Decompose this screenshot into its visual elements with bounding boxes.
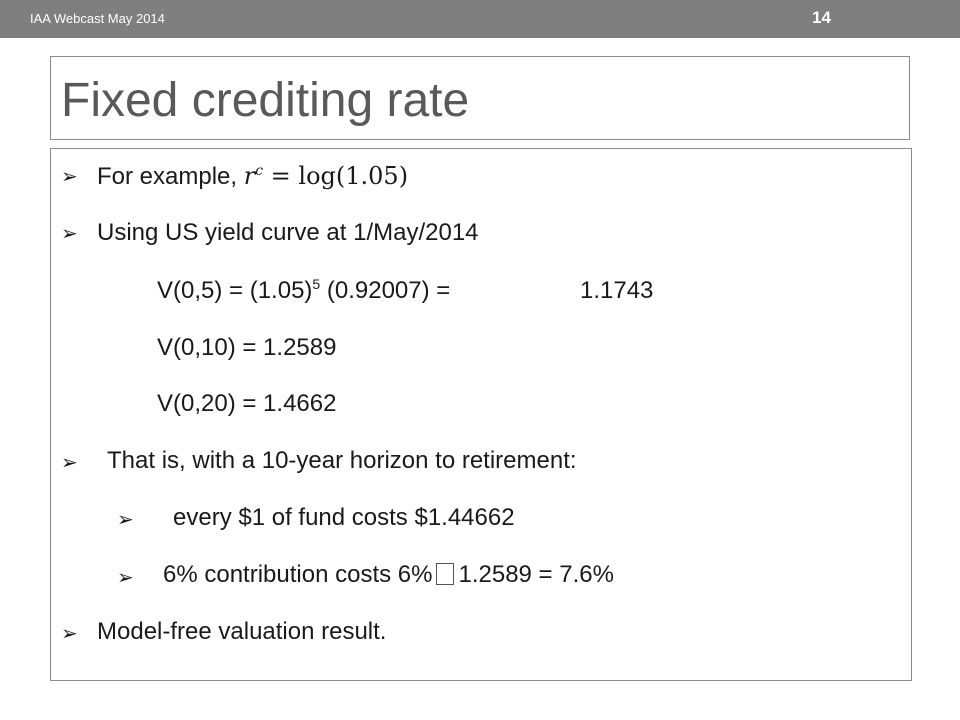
- v05-mid: (0.92007) =: [320, 277, 451, 304]
- slide-title: Fixed crediting rate: [61, 74, 470, 127]
- arrowhead-bullet-icon: ➢: [61, 450, 78, 474]
- value-v010: V(0,10) = 1.2589: [157, 334, 337, 361]
- bullet-model-free: Model-free valuation result.: [97, 618, 387, 645]
- value-v05: V(0,5) = (1.05)5 (0.92007) =: [157, 277, 450, 305]
- bullet-yield-curve: Using US yield curve at 1/May/2014: [97, 219, 479, 246]
- value-v020: V(0,20) = 1.4662: [157, 390, 337, 417]
- arrowhead-bullet-icon: ➢: [61, 621, 78, 645]
- example-prefix: For example,: [97, 163, 244, 190]
- title-box: Fixed crediting rate: [50, 56, 910, 140]
- arrowhead-bullet-icon: ➢: [117, 565, 134, 589]
- arrowhead-bullet-icon: ➢: [61, 164, 78, 188]
- arrowhead-bullet-icon: ➢: [61, 221, 78, 245]
- math-superscript: c: [255, 163, 264, 179]
- sub-bullet-fund-cost: every $1 of fund costs $1.44662: [173, 504, 515, 531]
- v05-value: 1.1743: [580, 277, 654, 304]
- arrowhead-bullet-icon: ➢: [117, 507, 134, 531]
- v05-exponent: 5: [312, 276, 321, 292]
- contribution-suffix: 1.2589 = 7.6%: [458, 561, 614, 588]
- v05-prefix: V(0,5) = (1.05): [157, 277, 313, 304]
- math-variable: r: [243, 162, 256, 190]
- sub-bullet-contribution: 6% contribution costs 6% 1.2589 = 7.6%: [163, 561, 614, 589]
- contribution-prefix: 6% contribution costs 6%: [163, 561, 433, 588]
- math-expression: = log(1.05): [263, 162, 409, 190]
- bullet-horizon: That is, with a 10-year horizon to retir…: [107, 447, 577, 474]
- content-box: ➢ For example, rc = log(1.05) ➢ Using US…: [50, 148, 912, 681]
- missing-glyph-icon: [436, 563, 455, 585]
- header-text: IAA Webcast May 2014: [30, 11, 165, 26]
- bullet-example: For example, rc = log(1.05): [97, 162, 408, 191]
- slide-number: 14: [812, 8, 831, 27]
- header-bar: IAA Webcast May 2014 14: [0, 0, 960, 38]
